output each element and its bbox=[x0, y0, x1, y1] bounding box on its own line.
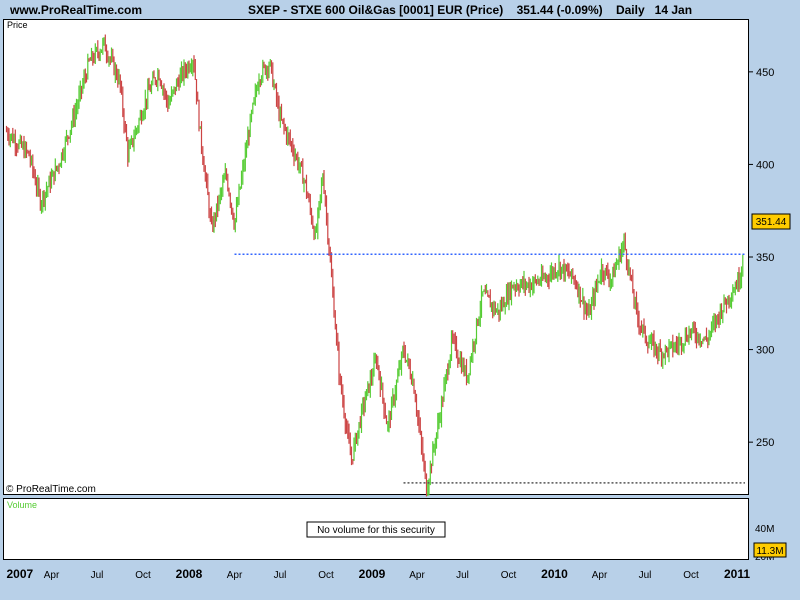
price-panel-label: Price bbox=[7, 20, 28, 30]
time-tick-label: 2009 bbox=[359, 567, 386, 581]
time-axis[interactable]: 2007 Apr Jul Oct 2008 Apr Jul Oct 2009 Apr Jul Oct 2… bbox=[7, 567, 751, 581]
time-tick-label: 2007 bbox=[7, 567, 34, 581]
price-tick-label: 250 bbox=[756, 437, 774, 449]
time-tick-label: Jul bbox=[274, 570, 287, 581]
price-panel[interactable] bbox=[3, 19, 749, 495]
time-tick-label: Apr bbox=[227, 570, 243, 581]
price-tick-label: 400 bbox=[756, 159, 774, 171]
time-tick-label: Apr bbox=[592, 570, 608, 581]
period[interactable]: Daily bbox=[615, 3, 645, 17]
chart-header: www.ProRealTime.com SXEP - STXE 600 Oil&… bbox=[0, 0, 800, 20]
site-name[interactable]: www.ProRealTime.com bbox=[10, 3, 143, 17]
time-tick-label: Apr bbox=[44, 570, 60, 581]
price-tick-label: 300 bbox=[756, 345, 774, 357]
last-volume-tag-box bbox=[753, 542, 787, 558]
time-tick-label: Oct bbox=[683, 570, 699, 581]
price-tick-label: 450 bbox=[756, 67, 774, 79]
instrument-info: SXEP - STXE 600 Oil&Gas [0001] EUR (Pric… bbox=[248, 3, 692, 17]
time-tick-label: Oct bbox=[318, 570, 334, 581]
time-tick-label: Oct bbox=[135, 570, 151, 581]
price-tick-label: 350 bbox=[756, 252, 774, 264]
time-tick-label: Jul bbox=[91, 570, 104, 581]
time-tick-label: 2011 bbox=[724, 567, 750, 581]
price-axis[interactable]: 250 300 350 400 450 bbox=[749, 67, 774, 449]
volume-tick-40m: 40M bbox=[755, 524, 774, 535]
time-tick-label: Jul bbox=[456, 570, 469, 581]
time-tick-label: Oct bbox=[501, 570, 517, 581]
volume-panel-label: Volume bbox=[7, 500, 37, 510]
time-tick-label: 2008 bbox=[176, 567, 203, 581]
volume-panel[interactable] bbox=[3, 498, 749, 560]
time-tick-label: Apr bbox=[409, 570, 425, 581]
no-volume-box bbox=[306, 521, 446, 538]
last-price: 351.44 (-0.09%) bbox=[516, 3, 603, 17]
current-date: 14 Jan bbox=[654, 3, 693, 17]
last-volume-tag: 11.3M bbox=[756, 546, 783, 557]
copyright-label: © ProRealTime.com bbox=[6, 484, 96, 495]
last-price-tag: 351.44 bbox=[756, 217, 787, 228]
candles-layer bbox=[5, 34, 744, 497]
time-tick-label: 2010 bbox=[541, 567, 568, 581]
last-price-tag-box bbox=[751, 213, 791, 230]
instrument-name: SXEP - STXE 600 Oil&Gas [0001] EUR (Pric… bbox=[248, 3, 504, 17]
time-tick-label: Jul bbox=[639, 570, 652, 581]
no-volume-message: No volume for this security bbox=[317, 525, 435, 536]
